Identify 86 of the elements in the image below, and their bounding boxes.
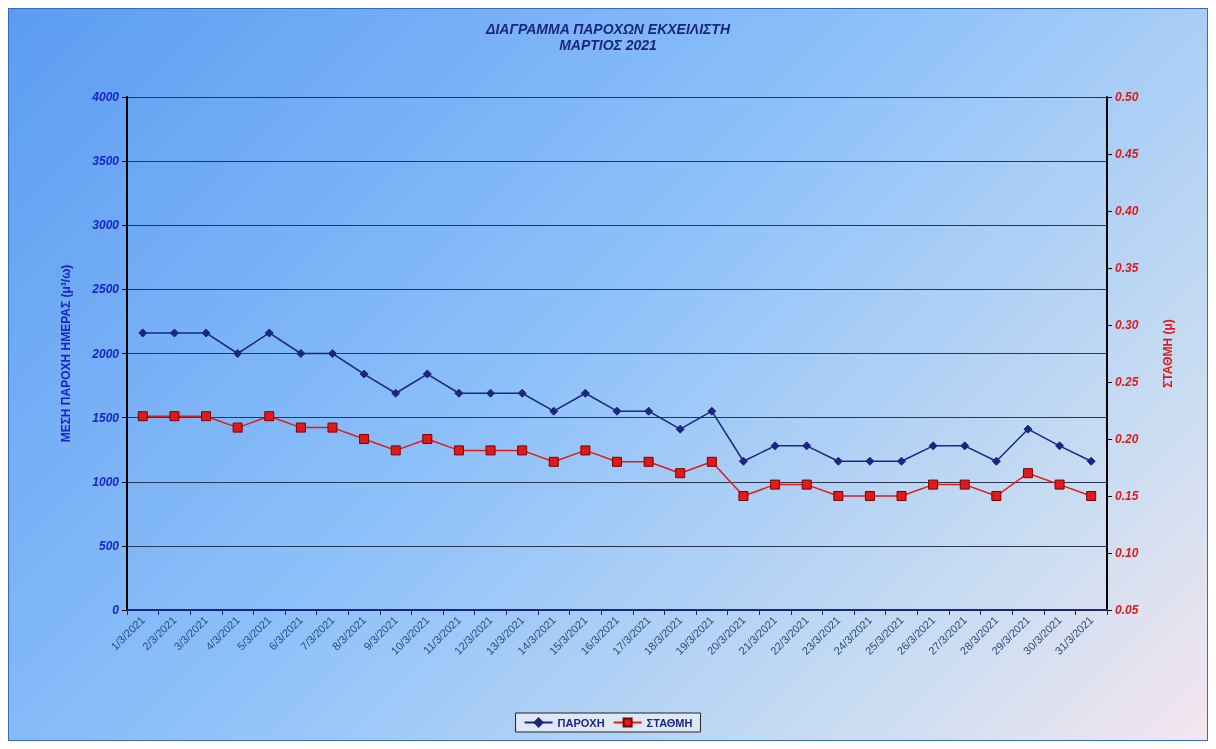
legend-label: ΣΤΑΘΜΗ (646, 716, 693, 729)
point (896, 491, 907, 501)
point (928, 479, 939, 490)
point (991, 456, 1001, 466)
point (486, 388, 496, 398)
y2-tick-label: 0.10 (1115, 546, 1139, 560)
point (770, 441, 780, 451)
point (391, 388, 401, 398)
chart-title: ΔΙΑΓΡΑΜΜΑ ΠΑΡΟΧΩΝ ΕΚΧΕΙΛΙΣΤΗ (485, 21, 731, 37)
y-tick-label: 3000 (92, 218, 120, 233)
point (359, 434, 370, 444)
point (991, 491, 1002, 501)
point (169, 328, 179, 338)
point (1055, 441, 1065, 451)
point (1086, 491, 1097, 501)
y-tick-label: 2000 (91, 346, 120, 361)
point (232, 422, 243, 433)
y2-tick-label: 0.25 (1115, 375, 1139, 389)
point (138, 328, 148, 338)
point (1086, 456, 1096, 466)
point (706, 456, 717, 467)
point (801, 479, 812, 490)
point (738, 456, 748, 466)
point (485, 445, 496, 456)
point (264, 328, 274, 338)
point (359, 369, 369, 379)
point (833, 456, 843, 466)
point (864, 491, 875, 501)
y-tick-label: 0 (112, 603, 120, 617)
point (612, 456, 622, 467)
y2-tick-label: 0.05 (1115, 603, 1139, 617)
point (517, 445, 528, 456)
point (960, 441, 970, 451)
point (580, 445, 591, 456)
y-tick-label: 500 (98, 538, 120, 553)
y2-tick-label: 0.35 (1115, 261, 1139, 275)
y2-tick-label: 0.45 (1115, 147, 1139, 161)
point (169, 411, 180, 422)
y-tick-label: 2500 (91, 282, 120, 297)
point (137, 411, 148, 422)
point (295, 422, 306, 433)
point (707, 406, 717, 416)
y-axis-title: ΜΕΣΗ ΠΑΡΟΧΗ ΗΜΕΡΑΣ (μ³/ω) (59, 264, 73, 443)
point (738, 491, 749, 501)
point (422, 369, 432, 379)
point (454, 388, 464, 398)
point (201, 328, 211, 338)
point (201, 411, 212, 422)
point (675, 468, 686, 479)
point (1054, 479, 1065, 490)
y-tick-label: 1500 (92, 410, 120, 425)
point (580, 388, 590, 398)
legend-label: ΠΑΡΟΧΗ (557, 716, 605, 729)
point (422, 434, 433, 444)
point (770, 479, 781, 490)
point (928, 441, 938, 451)
point (264, 411, 275, 422)
point (1022, 468, 1033, 479)
chart-subtitle: ΜΑΡΤΙΟΣ 2021 (559, 37, 658, 53)
y-tick-label: 1000 (92, 474, 120, 489)
y2-tick-label: 0.20 (1115, 432, 1139, 446)
y2-tick-label: 0.40 (1115, 204, 1139, 218)
point (517, 388, 527, 398)
point (233, 349, 243, 358)
point (453, 445, 464, 456)
point (549, 406, 559, 416)
point (1023, 424, 1033, 434)
y2-tick-label: 0.30 (1115, 318, 1139, 332)
point (897, 456, 907, 466)
point (644, 406, 654, 416)
point (327, 422, 338, 433)
point (548, 456, 559, 467)
y-tick-label: 3500 (92, 154, 120, 169)
y2-tick-label: 0.15 (1115, 489, 1139, 503)
point (865, 456, 875, 466)
y-tick-label: 4000 (91, 90, 120, 104)
point (390, 445, 401, 456)
point (675, 424, 685, 434)
point (296, 349, 306, 358)
point (612, 406, 622, 416)
point (833, 491, 844, 501)
point (959, 479, 970, 490)
point (802, 441, 812, 451)
y2-axis-title: ΣΤΑΘΜΗ (μ) (1161, 319, 1175, 388)
y2-tick-label: 0.50 (1115, 90, 1139, 104)
point (643, 456, 654, 467)
